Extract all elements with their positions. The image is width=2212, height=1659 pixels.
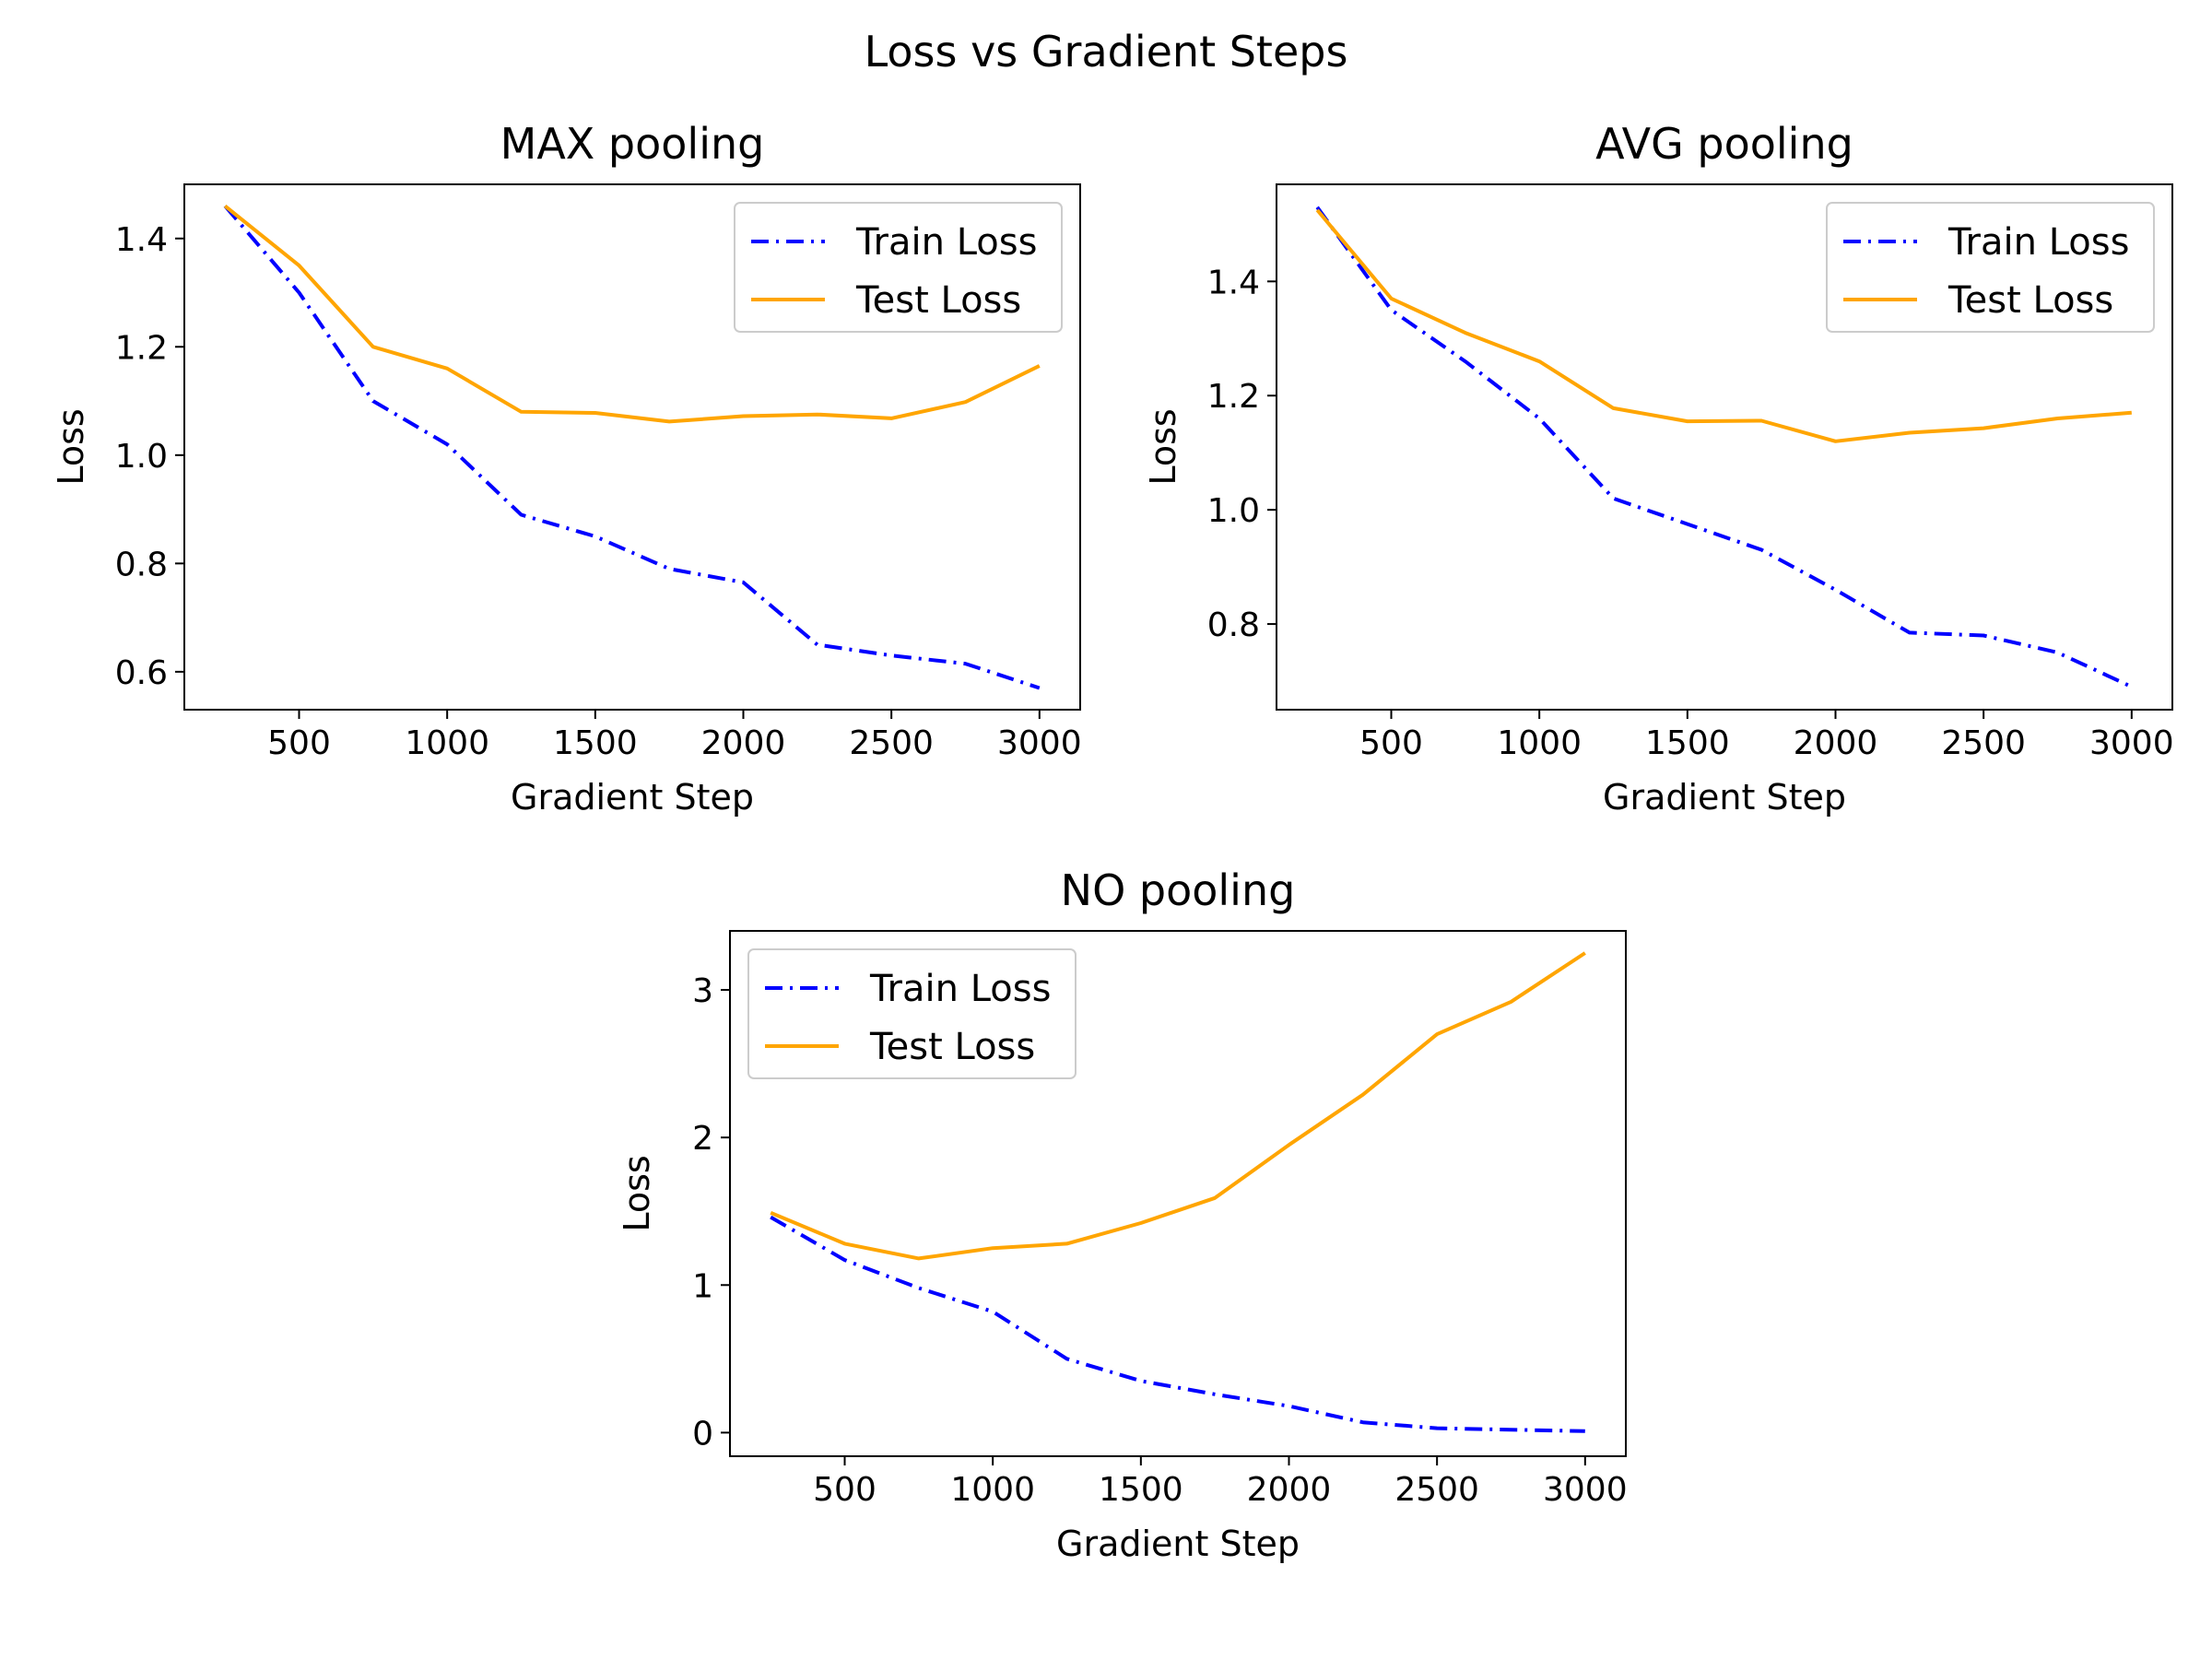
subplot-title: AVG pooling [1595,119,1853,169]
figure-suptitle: Loss vs Gradient Steps [865,27,1348,76]
x-tick-label: 2000 [701,724,786,762]
y-tick-label: 0.6 [115,654,168,692]
plot-area-frame [1276,183,2173,711]
y-tick-label: 0.8 [1207,606,1260,644]
plot-area-frame [729,930,1627,1457]
legend-label: Test Loss [855,279,1021,322]
x-tick-label: 500 [1359,724,1423,762]
series-line-train-loss [770,1215,1585,1433]
x-tick-label: 500 [267,724,331,762]
x-tick-label: 3000 [2089,724,2174,762]
series-line-test-loss [223,204,1041,424]
x-tick-label: 500 [813,1471,877,1509]
x-axis-label: Gradient Step [1056,1524,1300,1564]
x-tick-label: 2000 [1794,724,1878,762]
subplot-avg-pooling: AVG pooling 500 1000 1500 2000 2500 3000 0.8 1.0… [1143,119,2174,818]
legend-label: Train Loss [869,968,1051,1010]
x-axis-label: Gradient Step [511,777,754,818]
x-tick-label: 1000 [950,1471,1035,1509]
subplot-no-pooling: NO pooling 500 1000 1500 2000 2500 3000 0 1 2 3 Gra… [617,865,1628,1564]
series-line-test-loss [770,951,1586,1261]
subplot-title: MAX pooling [500,119,765,169]
legend: Train Loss Test Loss [734,202,1063,333]
y-tick-label: 1.2 [115,329,168,367]
y-tick-label: 1.4 [115,221,168,259]
x-tick-label: 1500 [553,724,638,762]
legend-label: Test Loss [869,1026,1035,1068]
x-tick-label: 2500 [1941,724,2026,762]
x-tick-label: 2500 [849,724,934,762]
legend: Train Loss Test Loss [747,948,1077,1079]
y-tick-label: 3 [692,972,713,1010]
legend-label: Test Loss [1947,279,2113,322]
legend-label: Train Loss [855,221,1037,264]
y-tick-label: 0 [692,1415,713,1453]
y-tick-label: 1 [692,1267,713,1305]
legend: Train Loss Test Loss [1826,202,2155,333]
y-tick-label: 1.2 [1207,378,1260,416]
subplot-max-pooling: MAX pooling 500 1000 1500 2000 2500 3000 0.6 0.8… [51,119,1082,818]
x-tick-label: 1500 [1645,724,1730,762]
x-tick-label: 1000 [1497,724,1582,762]
x-tick-label: 2500 [1394,1471,1479,1509]
y-tick-label: 1.4 [1207,264,1260,301]
x-tick-label: 3000 [1543,1471,1628,1509]
series-line-test-loss [1315,208,2132,443]
x-tick-label: 3000 [997,724,1082,762]
y-tick-label: 0.8 [115,546,168,583]
legend-label: Train Loss [1947,221,2129,264]
series-line-train-loss [223,205,1041,690]
x-axis-label: Gradient Step [1603,777,1846,818]
y-tick-label: 2 [692,1120,713,1158]
plot-area-frame [183,183,1081,711]
subplot-title: NO pooling [1061,865,1296,915]
x-tick-label: 1000 [405,724,489,762]
y-axis-label: Loss [1143,408,1183,485]
y-axis-label: Loss [51,408,91,485]
x-tick-label: 2000 [1247,1471,1332,1509]
series-line-train-loss [1315,206,2133,689]
y-tick-label: 1.0 [115,438,168,476]
y-tick-label: 1.0 [1207,492,1260,530]
x-tick-label: 1500 [1099,1471,1183,1509]
y-axis-label: Loss [617,1155,657,1231]
